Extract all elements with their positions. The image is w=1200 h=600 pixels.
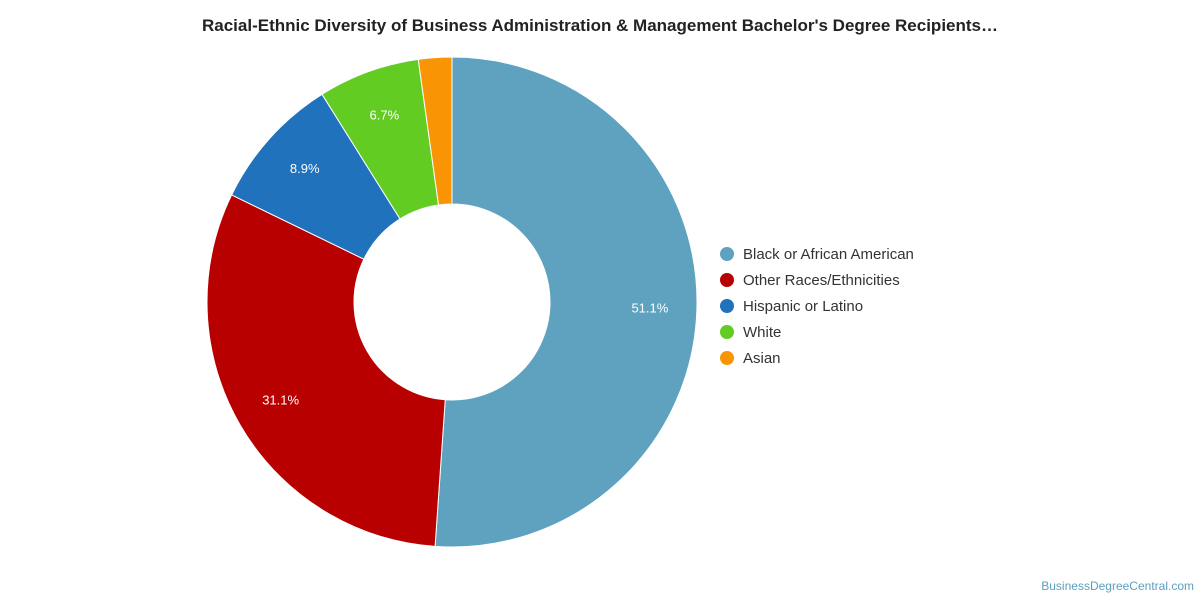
data-label-white: 6.7%: [370, 107, 400, 122]
legend-item-white[interactable]: White: [720, 319, 914, 345]
donut-slices: [206, 56, 698, 548]
legend-item-other-races-ethnicities[interactable]: Other Races/Ethnicities: [720, 267, 914, 293]
legend-label: White: [743, 323, 782, 341]
data-label-black-or-african-american: 51.1%: [631, 300, 668, 315]
chart-title: Racial-Ethnic Diversity of Business Admi…: [201, 16, 998, 35]
legend-item-hispanic-or-latino[interactable]: Hispanic or Latino: [720, 293, 914, 319]
data-label-hispanic-or-latino: 8.9%: [290, 161, 320, 176]
legend-item-asian[interactable]: Asian: [720, 345, 914, 371]
slice-black-or-african-american: [434, 56, 698, 548]
legend-swatch-icon: [720, 299, 734, 313]
legend-label: Other Races/Ethnicities: [743, 271, 900, 289]
legend-label: Black or African American: [743, 245, 914, 263]
legend-swatch-icon: [720, 351, 734, 365]
legend-label: Asian: [743, 349, 781, 367]
legend-swatch-icon: [720, 247, 734, 261]
slice-asian: [417, 56, 453, 206]
legend-label: Hispanic or Latino: [743, 297, 864, 315]
source-watermark: BusinessDegreeCentral.com: [1041, 579, 1194, 593]
legend-swatch-icon: [720, 325, 734, 339]
legend-item-black-or-african-american[interactable]: Black or African American: [720, 241, 914, 267]
data-label-other-races-ethnicities: 31.1%: [262, 393, 299, 408]
slice-other-races-ethnicities: [206, 194, 446, 547]
legend-swatch-icon: [720, 273, 734, 287]
donut-data-labels: 51.1% 31.1% 8.9% 6.7%: [262, 107, 669, 407]
chart-legend: Black or African American Other Races/Eth…: [720, 241, 914, 371]
